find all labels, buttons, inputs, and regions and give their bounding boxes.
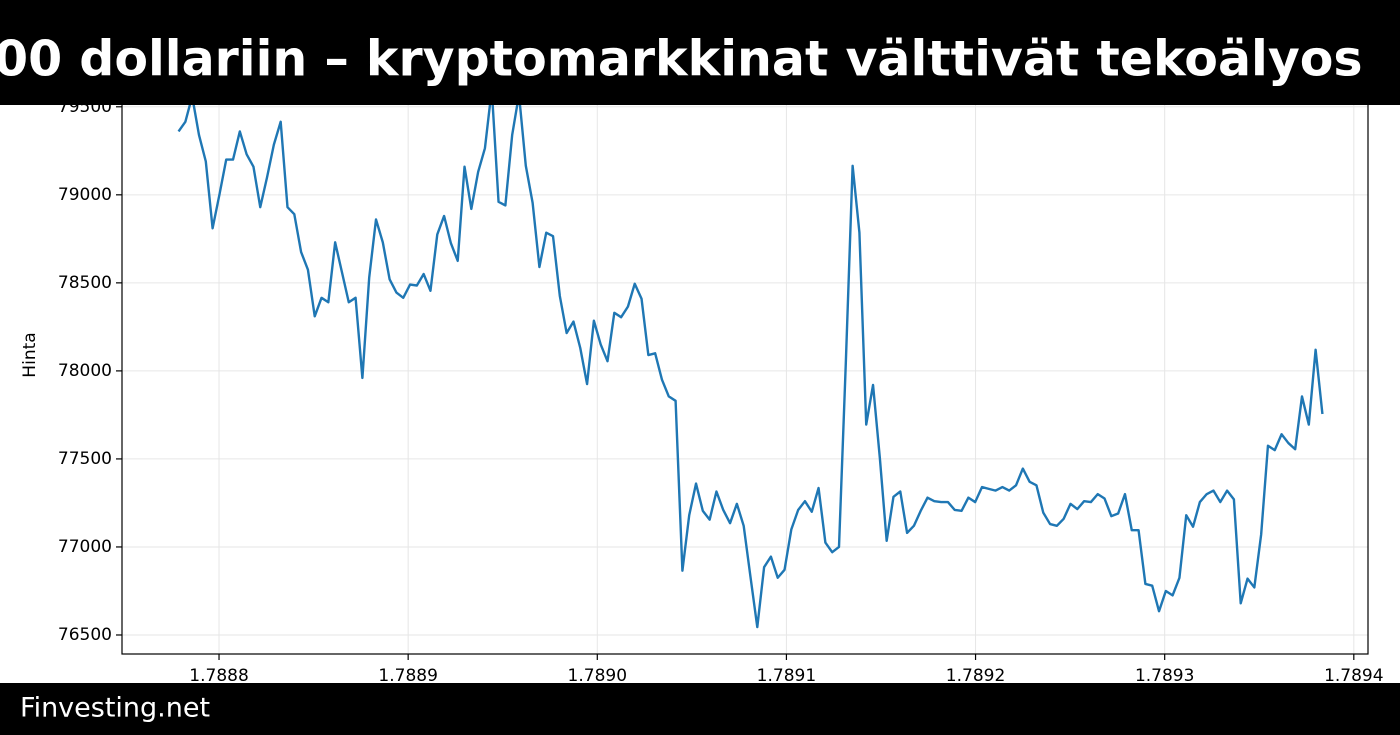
price-line bbox=[177, 87, 1324, 629]
x-tick-label: 1.7893 bbox=[1135, 666, 1194, 686]
chart-title: 00 dollariin – kryptomarkkinat välttivät… bbox=[0, 31, 1363, 88]
y-tick-label: 78500 bbox=[58, 273, 112, 293]
y-tick-label: 76500 bbox=[58, 625, 112, 645]
x-tick-label: 1.7889 bbox=[378, 666, 437, 686]
x-tick-label: 1.7890 bbox=[568, 666, 627, 686]
y-axis-label: Hinta bbox=[20, 332, 40, 377]
footer-bar bbox=[0, 683, 1400, 735]
x-tick-label: 1.7888 bbox=[189, 666, 248, 686]
title-banner bbox=[0, 0, 1400, 105]
x-tick-label: 1.7891 bbox=[757, 666, 816, 686]
footer-brand: Finvesting.net bbox=[20, 693, 210, 724]
x-tick-label: 1.7892 bbox=[946, 666, 1005, 686]
y-tick-label: 79000 bbox=[58, 185, 112, 205]
x-tick-label: 1.7894 bbox=[1324, 666, 1383, 686]
y-tick-label: 77000 bbox=[58, 537, 112, 557]
plot-area: 765007700077500780007850079000795001.788… bbox=[58, 41, 1384, 686]
y-tick-label: 77500 bbox=[58, 449, 112, 469]
y-tick-label: 78000 bbox=[58, 361, 112, 381]
